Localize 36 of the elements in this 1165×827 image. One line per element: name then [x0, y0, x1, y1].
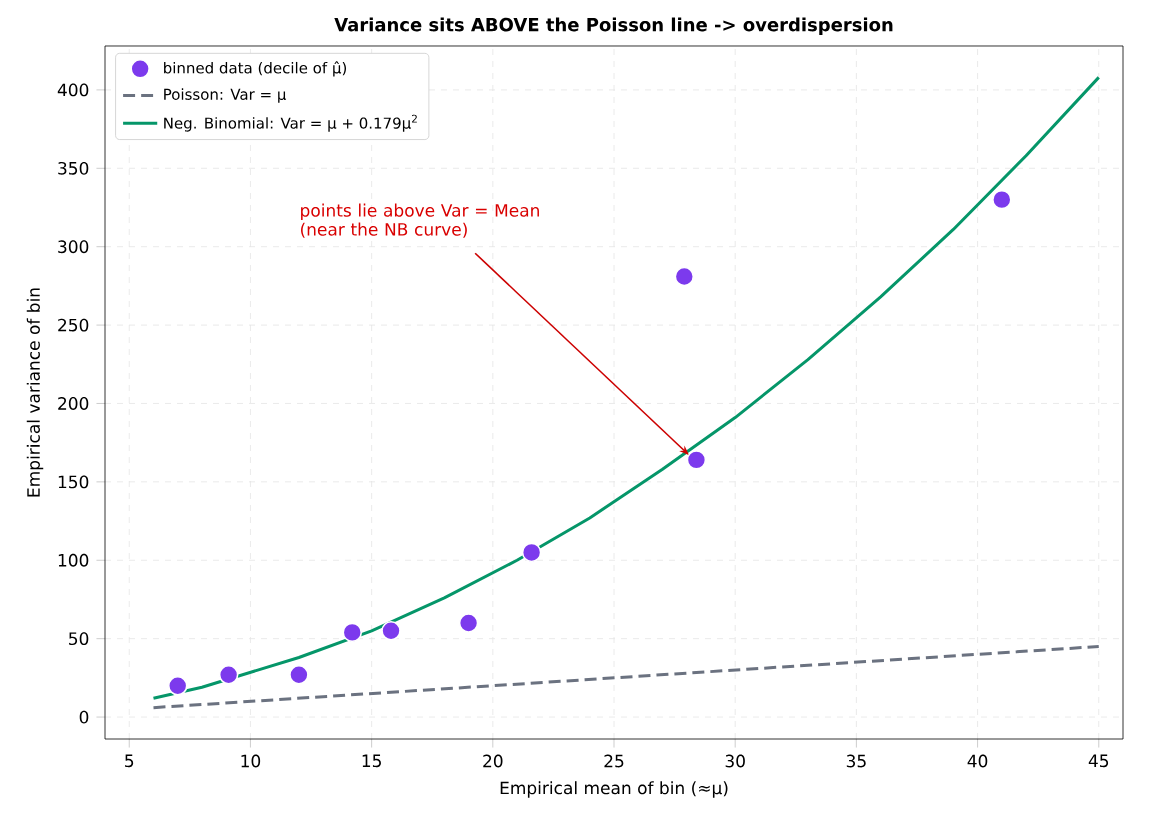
- point: [992, 189, 1012, 210]
- line-series: [151, 75, 1101, 700]
- annotation: points lie above Var = Mean (near the NB curve): [301, 203, 539, 238]
- y-tick-label: 150: [58, 475, 89, 489]
- y-axis-title: Empirical variance of bin: [26, 288, 44, 497]
- x-tick-label: 10: [241, 754, 261, 768]
- y-tick-label: 250: [58, 318, 89, 332]
- point: [218, 664, 239, 685]
- point: [458, 613, 479, 633]
- point: [686, 450, 707, 470]
- x-tick-label: 25: [604, 754, 624, 768]
- x-axis-title: Empirical mean of bin (≈μ): [500, 781, 728, 798]
- y-tick-label: 350: [58, 161, 89, 175]
- legend-label: Poisson: Var = μ: [164, 88, 287, 103]
- y-tick-label: 100: [58, 553, 89, 567]
- chart-title: Variance sits ABOVE the Poisson line -> overdispersion: [334, 17, 893, 35]
- point: [167, 675, 188, 696]
- x-tick-label: 20: [483, 754, 503, 768]
- y-tick-label: 50: [69, 632, 89, 646]
- y-tick-label: 400: [57, 83, 89, 97]
- legend-label: Neg. Binomial: Var = μ + 0.179μ$^{2}$: [164, 114, 417, 132]
- point: [674, 266, 695, 287]
- y-tick-label: 200: [58, 397, 89, 410]
- x-tick-label: 35: [846, 754, 866, 768]
- y-tick-label: 0: [79, 710, 89, 724]
- point: [289, 664, 309, 685]
- y-tick-label: 300: [58, 240, 89, 254]
- point: [521, 542, 542, 563]
- point: [342, 622, 363, 643]
- x-tick-label: 45: [1088, 754, 1109, 768]
- point: [381, 621, 401, 641]
- x-tick-label: 15: [362, 754, 381, 768]
- x-tick-label: 40: [967, 754, 988, 768]
- x-tick-label: 30: [725, 754, 745, 768]
- legend-label: binned data (decile of μ̂): [164, 61, 347, 77]
- x-tick-label: 5: [125, 754, 134, 768]
